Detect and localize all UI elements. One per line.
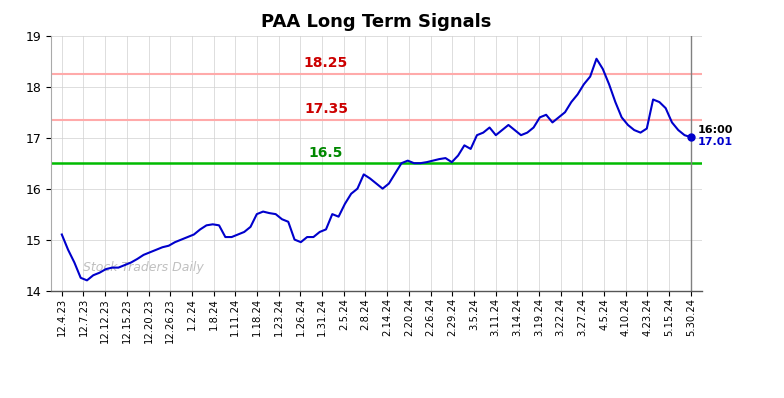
Text: Stock Traders Daily: Stock Traders Daily bbox=[83, 261, 205, 274]
Text: 16:00: 16:00 bbox=[697, 125, 733, 135]
Text: 17.01: 17.01 bbox=[697, 137, 732, 147]
Title: PAA Long Term Signals: PAA Long Term Signals bbox=[261, 14, 492, 31]
Text: 16.5: 16.5 bbox=[309, 146, 343, 160]
Text: 17.35: 17.35 bbox=[304, 102, 348, 116]
Text: 18.25: 18.25 bbox=[304, 57, 348, 70]
